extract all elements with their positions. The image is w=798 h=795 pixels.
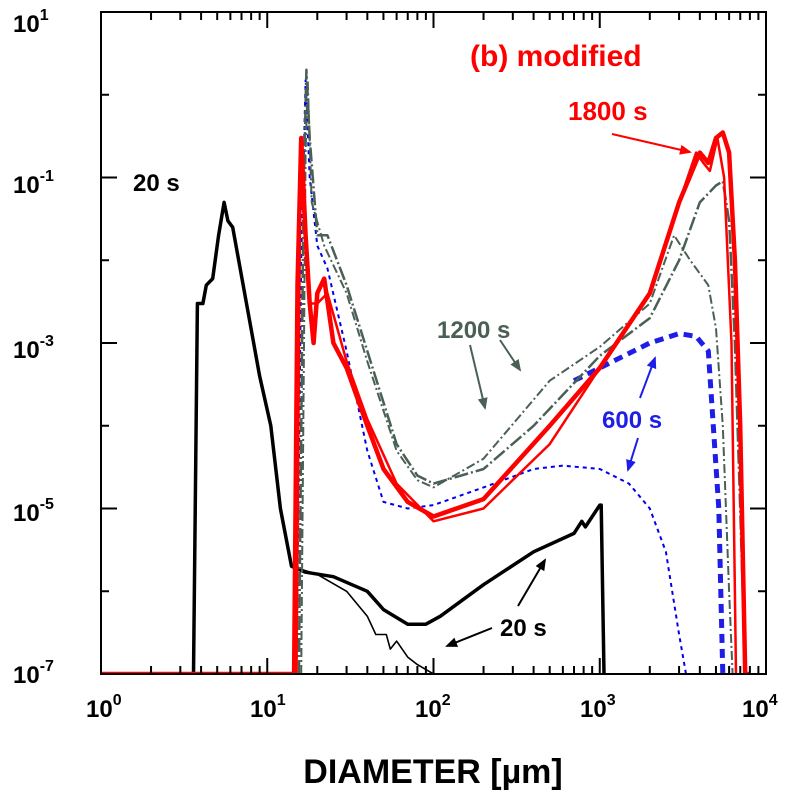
x-tick-label: 102: [415, 692, 451, 723]
annotation-20s-lower: 20 s: [500, 615, 547, 642]
series-line-6: [101, 130, 750, 674]
tick-layer: [100, 11, 766, 675]
arrow-20s-left: [445, 627, 493, 647]
annotation-600s: 600 s: [602, 407, 662, 434]
x-tick-label: 103: [580, 692, 616, 723]
arrow-600s-up: [639, 356, 657, 399]
annotation-20s-peak: 20 s: [133, 170, 180, 197]
arrow-600s-down: [626, 437, 639, 472]
chart-title-annotation: (b) modified: [470, 40, 642, 73]
y-tick-label: 10-3: [13, 333, 54, 364]
arrow-1800s: [611, 133, 692, 155]
series-layer: [101, 68, 750, 674]
arrow-20s-up: [517, 558, 547, 607]
y-tick-label: 10-7: [13, 658, 54, 689]
annotation-1200s: 1200 s: [437, 317, 510, 344]
y-tick-label: 10-1: [13, 168, 54, 199]
plot-frame: [100, 11, 767, 675]
series-line-0: [101, 200, 606, 674]
series-line-7: [295, 136, 738, 674]
series-line-4: [297, 68, 747, 674]
x-tick-label: 101: [250, 692, 286, 723]
y-tick-label: 101: [13, 7, 49, 38]
y-tick-label: 10-5: [13, 496, 54, 527]
series-line-1: [291, 565, 434, 674]
series-line-5: [300, 79, 734, 674]
x-tick-label: 104: [742, 692, 778, 723]
x-axis-label: DIAMETER [µm]: [303, 753, 562, 791]
x-tick-label: 100: [86, 692, 122, 723]
annotation-1800s: 1800 s: [568, 96, 648, 126]
arrow-1200s-b: [499, 339, 522, 372]
series-line-3: [572, 331, 726, 674]
arrow-1200s-a: [469, 344, 488, 410]
